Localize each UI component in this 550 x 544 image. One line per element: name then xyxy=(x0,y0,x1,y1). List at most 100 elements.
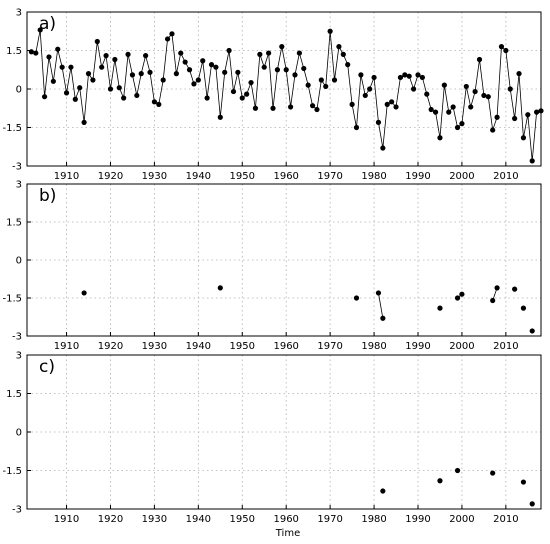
data-point xyxy=(327,28,333,34)
data-point xyxy=(476,56,483,63)
data-point xyxy=(472,88,478,95)
data-point xyxy=(94,38,100,45)
x-tick-label: 1940 xyxy=(186,171,211,182)
data-point xyxy=(99,64,105,70)
data-point xyxy=(503,47,509,54)
x-tick-label: 1930 xyxy=(142,514,167,525)
data-point xyxy=(441,82,447,88)
x-tick-label: 1990 xyxy=(405,171,430,182)
y-tick-label: 1.5 xyxy=(6,46,22,57)
data-point xyxy=(336,44,342,50)
y-tick-label: 3 xyxy=(16,8,22,19)
data-point xyxy=(33,50,39,56)
data-point xyxy=(204,95,210,101)
y-tick-label: -1.5 xyxy=(2,123,22,134)
data-point xyxy=(55,46,61,52)
data-point xyxy=(85,71,92,77)
y-tick-label: 0 xyxy=(16,428,22,439)
data-point xyxy=(143,53,149,59)
data-point xyxy=(182,59,188,65)
data-point xyxy=(208,62,215,68)
y-tick-label: 3 xyxy=(16,351,22,362)
data-point xyxy=(195,77,201,83)
data-point xyxy=(358,72,364,78)
data-point xyxy=(41,94,48,100)
data-point xyxy=(481,92,487,99)
y-tick-label: 0 xyxy=(16,85,22,96)
data-point xyxy=(178,50,184,56)
data-point xyxy=(305,82,311,88)
data-point xyxy=(525,112,531,118)
panel-label: c) xyxy=(39,357,55,377)
data-point xyxy=(90,77,96,83)
data-point xyxy=(318,77,324,83)
panel-label: b) xyxy=(39,186,56,206)
data-point xyxy=(459,121,465,127)
x-tick-label: 1960 xyxy=(273,514,298,525)
data-point xyxy=(516,71,522,77)
data-point xyxy=(191,81,197,87)
data-point xyxy=(309,103,316,109)
data-point xyxy=(331,77,338,83)
data-point xyxy=(353,124,360,131)
data-point xyxy=(121,95,127,101)
data-point xyxy=(494,285,500,291)
series-line-segment xyxy=(31,29,542,161)
data-point xyxy=(235,69,241,75)
data-point xyxy=(454,467,461,474)
panel-3: 1910 1920 1930 1940 1950 1960 1970 1980 1990 2000… xyxy=(2,351,542,525)
data-point xyxy=(490,127,496,133)
data-point xyxy=(169,31,175,37)
data-point xyxy=(446,109,452,115)
data-point xyxy=(538,108,544,114)
data-point xyxy=(463,83,469,90)
data-point xyxy=(380,488,386,494)
x-tick-label: 1970 xyxy=(317,171,342,182)
data-point xyxy=(28,49,34,55)
x-tick-label: 1970 xyxy=(317,341,342,352)
x-tick-label: 1960 xyxy=(273,171,298,182)
y-tick-label: 1.5 xyxy=(6,218,22,229)
x-tick-label: 2000 xyxy=(449,171,474,182)
data-point xyxy=(147,69,153,75)
data-point xyxy=(345,62,351,68)
data-point xyxy=(520,135,527,141)
data-point xyxy=(389,99,395,105)
data-point xyxy=(353,295,360,301)
data-point xyxy=(239,95,245,101)
data-point xyxy=(230,88,237,95)
data-point xyxy=(437,478,443,484)
x-tick-label: 1950 xyxy=(230,341,255,352)
data-point xyxy=(81,119,87,125)
panel-2: 1910 1920 1930 1940 1950 1960 1970 1980 1990 2000… xyxy=(2,180,542,352)
data-point xyxy=(252,105,259,111)
data-point xyxy=(454,124,461,131)
x-tick-label: 1950 xyxy=(230,514,255,525)
data-point xyxy=(59,64,65,70)
x-tick-label: 2000 xyxy=(449,514,474,525)
data-point xyxy=(507,86,513,92)
data-point xyxy=(125,51,131,57)
data-point xyxy=(134,92,140,99)
data-point xyxy=(490,470,496,476)
x-tick-label: 1940 xyxy=(186,341,211,352)
data-point xyxy=(217,285,223,291)
data-point xyxy=(257,51,263,57)
plot-frame xyxy=(26,183,542,337)
data-point xyxy=(437,135,443,141)
data-point xyxy=(529,158,535,164)
data-point xyxy=(498,44,505,50)
data-point xyxy=(151,99,157,105)
data-point xyxy=(50,78,56,84)
data-point xyxy=(437,305,443,311)
x-tick-label: 1990 xyxy=(405,341,430,352)
data-point xyxy=(72,96,78,102)
data-point xyxy=(244,91,250,97)
x-tick-label: 2010 xyxy=(493,341,518,352)
y-tick-label: 3 xyxy=(16,180,22,191)
data-point xyxy=(270,105,276,111)
x-tick-label: 1990 xyxy=(405,514,430,525)
x-tick-label: 1980 xyxy=(361,171,386,182)
data-point xyxy=(512,286,518,292)
